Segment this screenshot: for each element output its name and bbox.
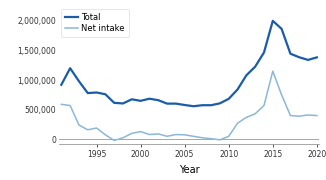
Net intake xyxy=(130,132,134,134)
Total xyxy=(244,74,248,76)
Net intake xyxy=(315,114,319,117)
Net intake xyxy=(77,124,81,126)
X-axis label: Year: Year xyxy=(179,165,200,175)
Net intake xyxy=(244,116,248,118)
Total xyxy=(280,28,284,30)
Total xyxy=(68,67,72,69)
Total xyxy=(139,100,142,102)
Line: Total: Total xyxy=(61,21,317,106)
Total xyxy=(253,66,257,68)
Net intake xyxy=(68,104,72,107)
Total xyxy=(306,59,310,61)
Net intake xyxy=(218,139,222,141)
Net intake xyxy=(280,94,284,96)
Net intake xyxy=(139,130,142,133)
Total xyxy=(156,99,160,101)
Total xyxy=(227,98,231,100)
Net intake xyxy=(297,115,301,117)
Total xyxy=(200,104,204,106)
Net intake xyxy=(59,103,63,105)
Net intake xyxy=(271,70,275,72)
Total xyxy=(236,88,240,91)
Total xyxy=(59,84,63,86)
Total xyxy=(103,93,107,95)
Total xyxy=(271,20,275,22)
Net intake xyxy=(289,114,292,117)
Legend: Total, Net intake: Total, Net intake xyxy=(61,9,129,37)
Total xyxy=(165,103,169,105)
Total xyxy=(262,51,266,54)
Total xyxy=(112,102,116,104)
Total xyxy=(289,53,292,55)
Total xyxy=(315,56,319,59)
Net intake xyxy=(236,122,240,124)
Net intake xyxy=(112,139,116,141)
Total xyxy=(95,91,98,94)
Net intake xyxy=(165,135,169,137)
Net intake xyxy=(103,134,107,136)
Total xyxy=(297,56,301,58)
Net intake xyxy=(209,138,213,140)
Total xyxy=(77,80,81,82)
Net intake xyxy=(183,134,186,136)
Total xyxy=(183,104,186,106)
Total xyxy=(218,102,222,104)
Net intake xyxy=(86,129,90,131)
Net intake xyxy=(200,137,204,139)
Total xyxy=(147,98,151,100)
Total xyxy=(86,92,90,94)
Net intake xyxy=(262,104,266,107)
Net intake xyxy=(147,133,151,136)
Net intake xyxy=(95,127,98,129)
Total xyxy=(121,102,125,105)
Net intake xyxy=(121,137,125,139)
Net intake xyxy=(174,133,178,136)
Net intake xyxy=(227,135,231,137)
Total xyxy=(192,105,196,107)
Total xyxy=(130,98,134,100)
Total xyxy=(209,104,213,106)
Total xyxy=(174,103,178,105)
Net intake xyxy=(253,113,257,115)
Net intake xyxy=(156,133,160,135)
Net intake xyxy=(306,114,310,116)
Line: Net intake: Net intake xyxy=(61,71,317,140)
Net intake xyxy=(192,135,196,137)
